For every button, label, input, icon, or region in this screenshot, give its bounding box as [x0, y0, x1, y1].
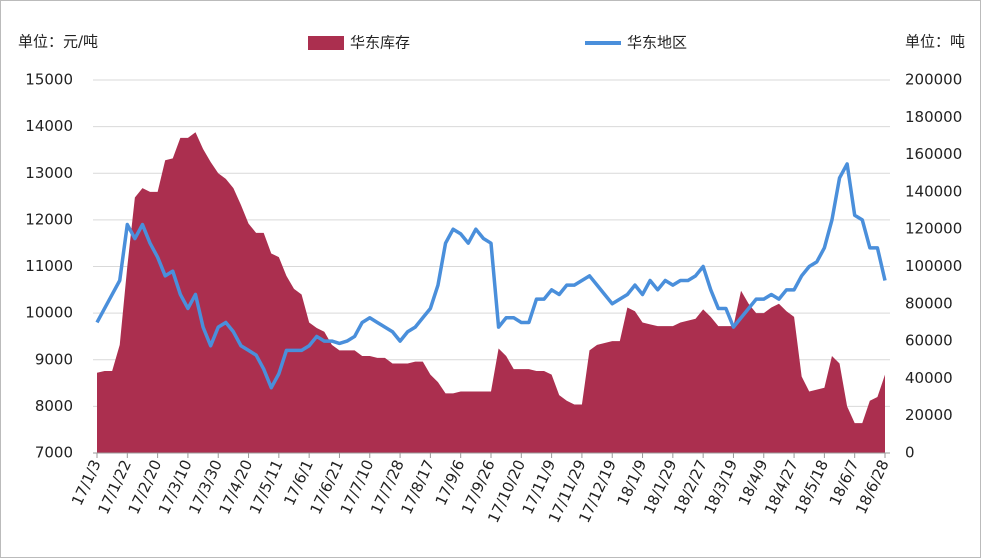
y2-tick-label: 60000 — [905, 332, 953, 350]
y-tick-label: 9000 — [35, 350, 73, 368]
y2-tick-label: 120000 — [905, 220, 962, 238]
y2-tick-label: 160000 — [905, 145, 962, 163]
y2-tick-label: 40000 — [905, 369, 953, 387]
y-tick-label: 14000 — [25, 117, 73, 135]
legend-swatch — [308, 36, 344, 50]
y2-tick-label: 80000 — [905, 294, 953, 312]
y-tick-label: 12000 — [25, 210, 73, 228]
y-tick-label: 13000 — [25, 164, 73, 182]
y2-tick-label: 140000 — [905, 182, 962, 200]
area — [97, 132, 885, 453]
y-tick-label: 10000 — [25, 304, 73, 322]
line — [95, 162, 887, 390]
y2-axis-label: 单位：吨 — [905, 33, 965, 51]
y2-tick-label: 180000 — [905, 108, 962, 126]
y2-tick-label: 200000 — [905, 71, 962, 89]
y-axis-label: 单位：元/吨 — [18, 33, 98, 51]
y-tick-label: 11000 — [25, 257, 73, 275]
y-tick-label: 7000 — [35, 444, 73, 462]
y-tick-label: 8000 — [35, 397, 73, 415]
y2-tick-label: 100000 — [905, 257, 962, 275]
legend-label: 华东地区 — [627, 34, 687, 52]
y-tick-label: 15000 — [25, 71, 73, 89]
legend-label: 华东库存 — [350, 34, 410, 52]
y2-tick-label: 20000 — [905, 406, 953, 424]
y2-tick-label: 0 — [905, 444, 915, 462]
